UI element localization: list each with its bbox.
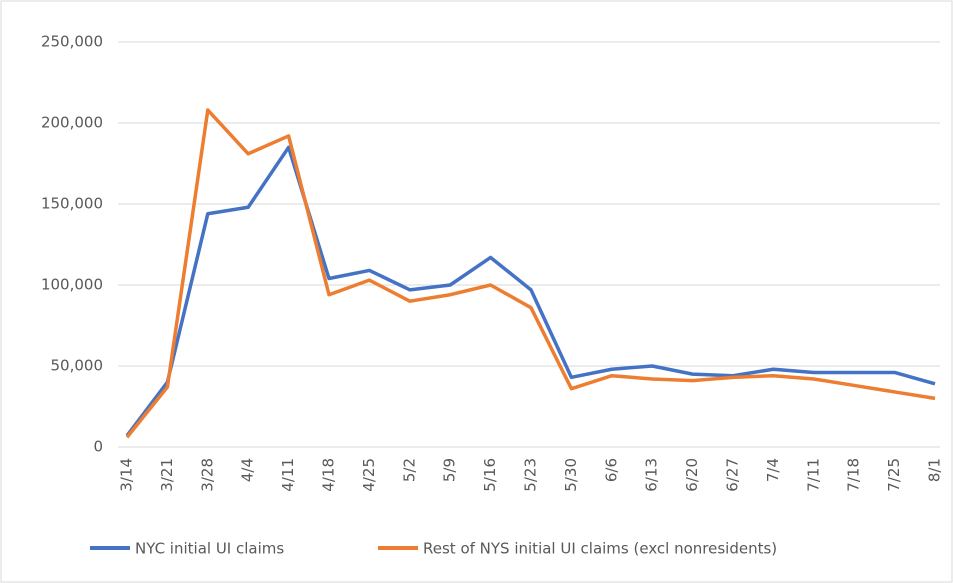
x-tick-label: 4/4 xyxy=(239,458,257,482)
x-tick-label: 5/16 xyxy=(481,458,499,492)
x-tick-label: 7/25 xyxy=(885,458,903,492)
x-tick-label: 5/9 xyxy=(441,458,459,482)
y-tick-label: 150,000 xyxy=(41,195,103,213)
y-tick-label: 0 xyxy=(93,438,103,456)
x-tick-label: 4/18 xyxy=(320,458,338,492)
x-tick-label: 3/21 xyxy=(158,458,176,492)
x-tick-label: 8/1 xyxy=(926,458,944,482)
x-tick-label: 3/14 xyxy=(118,458,136,492)
x-tick-label: 3/28 xyxy=(198,458,216,492)
x-tick-label: 7/4 xyxy=(764,458,782,482)
x-tick-label: 5/2 xyxy=(400,458,418,482)
series-line xyxy=(125,145,936,437)
x-tick-label: 7/18 xyxy=(845,458,863,492)
x-tick-label: 6/6 xyxy=(602,458,620,482)
y-tick-label: 250,000 xyxy=(41,33,103,51)
x-tick-label: 4/25 xyxy=(360,458,378,492)
y-tick-label: 100,000 xyxy=(41,276,103,294)
y-tick-label: 50,000 xyxy=(51,357,104,375)
x-tick-label: 6/20 xyxy=(683,458,701,492)
x-tick-label: 5/30 xyxy=(562,458,580,492)
x-tick-label: 5/23 xyxy=(522,458,540,492)
x-tick-label: 4/11 xyxy=(279,458,297,492)
legend-label: NYC initial UI claims xyxy=(135,540,284,558)
y-tick-label: 200,000 xyxy=(41,114,103,132)
x-tick-label: 6/27 xyxy=(724,458,742,492)
series-line xyxy=(125,108,936,439)
x-tick-label: 7/11 xyxy=(804,458,822,492)
legend-label: Rest of NYS initial UI claims (excl nonr… xyxy=(423,540,777,558)
x-tick-label: 6/13 xyxy=(643,458,661,492)
